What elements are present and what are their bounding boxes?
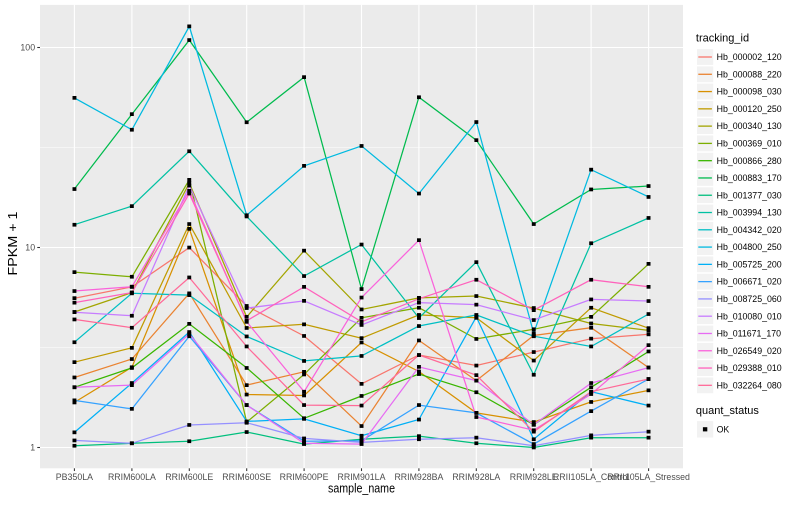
svg-text:RRIM600LE: RRIM600LE (165, 472, 213, 482)
svg-text:Hb_004342_020: Hb_004342_020 (717, 225, 782, 235)
svg-text:sample_name: sample_name (328, 481, 395, 496)
svg-text:RRIM901LA: RRIM901LA (338, 472, 386, 482)
svg-text:100: 100 (20, 43, 35, 53)
svg-text:Hb_029388_010: Hb_029388_010 (717, 363, 782, 373)
svg-text:RRIM928LA: RRIM928LA (452, 472, 500, 482)
svg-text:OK: OK (717, 424, 730, 434)
svg-text:Hb_005725_200: Hb_005725_200 (717, 259, 782, 269)
svg-text:Hb_004800_250: Hb_004800_250 (717, 242, 782, 252)
svg-text:Hb_008725_060: Hb_008725_060 (717, 294, 782, 304)
svg-text:Hb_003994_130: Hb_003994_130 (717, 208, 782, 218)
svg-text:Hb_011671_170: Hb_011671_170 (717, 329, 782, 339)
svg-text:10: 10 (25, 243, 35, 253)
svg-text:Hb_000002_120: Hb_000002_120 (717, 52, 782, 62)
svg-text:Hb_010080_010: Hb_010080_010 (717, 311, 782, 321)
svg-text:Hb_000088_220: Hb_000088_220 (717, 69, 782, 79)
svg-text:RRIM928LE: RRIM928LE (510, 472, 558, 482)
svg-text:Hb_000883_170: Hb_000883_170 (717, 173, 782, 183)
svg-text:RRIM600SE: RRIM600SE (222, 472, 271, 482)
svg-text:Hb_006671_020: Hb_006671_020 (717, 277, 782, 287)
svg-text:Hb_032264_080: Hb_032264_080 (717, 380, 782, 390)
svg-text:RRII105LA_Stressed: RRII105LA_Stressed (607, 472, 690, 482)
svg-text:RRIM600LA: RRIM600LA (108, 472, 156, 482)
svg-text:Hb_001377_030: Hb_001377_030 (717, 190, 782, 200)
svg-text:Hb_000369_010: Hb_000369_010 (717, 139, 782, 149)
svg-text:quant_status: quant_status (696, 405, 759, 417)
svg-text:RRII105LA_Control: RRII105LA_Control (553, 472, 629, 482)
svg-text:Hb_000866_280: Hb_000866_280 (717, 156, 782, 166)
svg-text:RRIM928BA: RRIM928BA (394, 472, 443, 482)
svg-text:Hb_026549_020: Hb_026549_020 (717, 346, 782, 356)
svg-text:Hb_000120_250: Hb_000120_250 (717, 104, 782, 114)
svg-text:FPKM + 1: FPKM + 1 (5, 212, 20, 276)
svg-text:1: 1 (30, 443, 35, 453)
svg-text:tracking_id: tracking_id (696, 33, 749, 45)
svg-text:Hb_000340_130: Hb_000340_130 (717, 121, 782, 131)
svg-text:RRIM600PE: RRIM600PE (280, 472, 329, 482)
svg-text:Hb_000098_030: Hb_000098_030 (717, 87, 782, 97)
svg-text:PB350LA: PB350LA (56, 472, 93, 482)
